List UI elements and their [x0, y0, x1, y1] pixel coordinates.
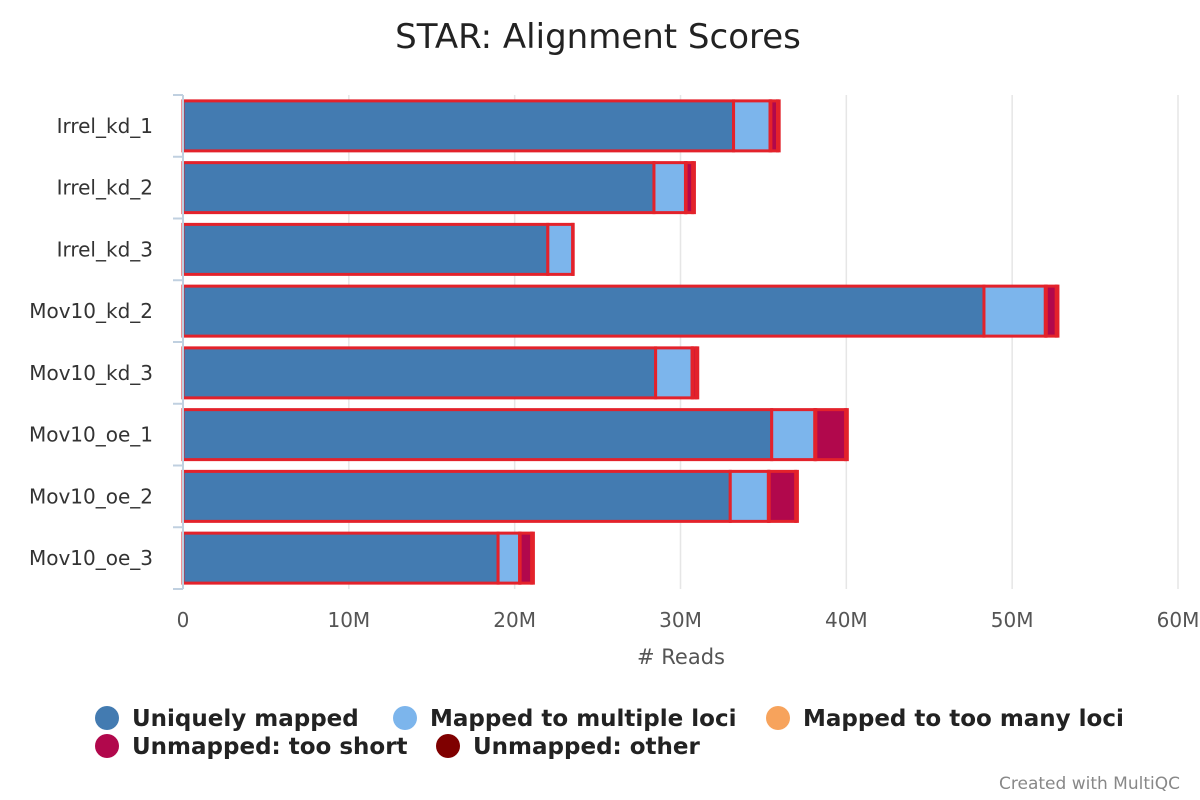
legend-item-label[interactable]: Mapped to multiple loci — [430, 706, 736, 732]
bar-segment[interactable] — [530, 531, 535, 585]
category-label: Mov10_oe_2 — [29, 484, 153, 508]
bar-segment[interactable] — [770, 408, 817, 462]
bar-segment[interactable] — [694, 346, 700, 400]
bar-segment[interactable] — [181, 531, 500, 585]
category-label: Irrel_kd_2 — [57, 176, 153, 200]
bar-segment[interactable] — [181, 408, 774, 462]
category-labels: Irrel_kd_1 Irrel_kd_2 Irrel_kd_3 Mov10_kd_2… — [29, 114, 153, 570]
bar-segment[interactable] — [814, 408, 848, 462]
legend-item-label[interactable]: Uniquely mapped — [132, 706, 359, 732]
legend: Uniquely mapped Mapped to multiple loci Ma… — [95, 706, 1124, 760]
bar-segment[interactable] — [654, 346, 694, 400]
bar-segment[interactable] — [844, 408, 849, 462]
credit-text: Created with MultiQC — [999, 774, 1180, 794]
legend-marker — [95, 734, 119, 758]
x-tick-label: 10M — [327, 608, 370, 632]
x-tick-label: 20M — [493, 608, 536, 632]
category-label: Mov10_kd_2 — [29, 299, 153, 323]
x-tick-label: 0 — [177, 608, 190, 632]
legend-marker — [436, 734, 460, 758]
axes — [173, 94, 184, 590]
bar-segment[interactable] — [982, 284, 1047, 338]
legend-item-label[interactable]: Unmapped: other — [473, 734, 701, 760]
category-label: Irrel_kd_3 — [57, 237, 153, 261]
category-label: Mov10_oe_1 — [29, 423, 153, 447]
legend-item-label[interactable]: Mapped to too many loci — [803, 706, 1124, 732]
x-tick-labels: 0 10M 20M 30M 40M 50M 60M — [177, 608, 1200, 632]
bar-segment[interactable] — [181, 284, 986, 338]
category-label: Mov10_oe_3 — [29, 546, 153, 570]
x-tick-label: 60M — [1157, 608, 1200, 632]
legend-marker — [95, 706, 119, 730]
bar-segment[interactable] — [1054, 284, 1060, 338]
legend-item-label[interactable]: Unmapped: too short — [132, 734, 408, 760]
legend-marker — [393, 706, 417, 730]
bar-segment[interactable] — [794, 469, 799, 523]
bar-segment[interactable] — [181, 469, 732, 523]
category-label: Irrel_kd_1 — [57, 114, 153, 138]
bar-segment[interactable] — [776, 99, 781, 153]
x-tick-label: 40M — [825, 608, 868, 632]
bar-segment[interactable] — [728, 469, 770, 523]
bar-segment[interactable] — [181, 222, 550, 276]
legend-marker — [766, 706, 790, 730]
category-label: Mov10_kd_3 — [29, 361, 153, 385]
chart-title: STAR: Alignment Scores — [395, 17, 801, 57]
bar-segment[interactable] — [691, 161, 696, 215]
x-axis-title: # Reads — [637, 645, 725, 669]
bar-segment[interactable] — [732, 99, 772, 153]
x-tick-label: 50M — [991, 608, 1034, 632]
bar-segment[interactable] — [496, 531, 522, 585]
bar-segment[interactable] — [767, 469, 798, 523]
bar-segment[interactable] — [181, 99, 736, 153]
bars — [181, 99, 1060, 585]
bar-segment[interactable] — [518, 531, 534, 585]
bar-segment[interactable] — [181, 161, 656, 215]
bar-segment[interactable] — [181, 346, 658, 400]
bar-segment[interactable] — [652, 161, 687, 215]
x-tick-label: 30M — [659, 608, 702, 632]
bar-segment[interactable] — [546, 222, 575, 276]
